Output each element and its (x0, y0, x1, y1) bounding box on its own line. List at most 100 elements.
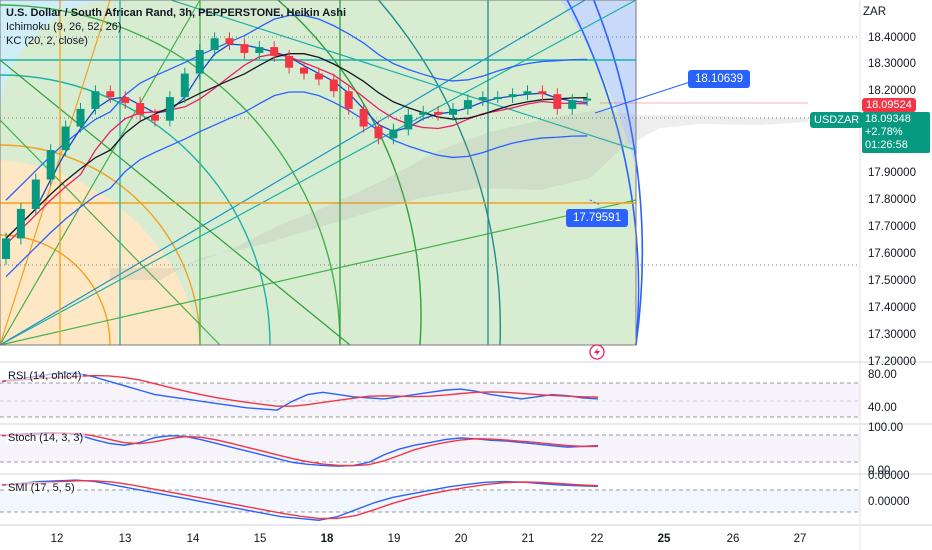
smi-label[interactable]: SMI (17, 5, 5) (6, 482, 77, 494)
candle-body (404, 114, 413, 130)
candle-body (2, 238, 10, 259)
time-tick-label: 15 (254, 533, 267, 545)
gann-ray-2 (0, 0, 201, 346)
price-tick-label: 18.20000 (868, 85, 916, 97)
kc-basis (5, 53, 588, 239)
smi-signal-line (1, 480, 599, 520)
time-tick-label: 12 (51, 533, 64, 545)
symbol-title[interactable]: U.S. Dollar / South African Rand, 3h, PE… (6, 7, 347, 19)
gann-arc-6 (377, 0, 502, 346)
candle-body (16, 208, 25, 239)
gann-arc-zone-orange (0, 160, 200, 345)
moving-average-lines (5, 43, 588, 245)
trendline[interactable] (594, 81, 691, 114)
candle-body (508, 94, 517, 98)
gann-ray-8 (0, 0, 587, 346)
price-tick-label: 17.80000 (868, 194, 916, 206)
indicator-tick-label: 80.00 (868, 369, 897, 381)
candle-body (300, 67, 308, 74)
time-axis[interactable]: 12 13 14 15 18 19 20 21 22 25 26 27 (51, 533, 807, 545)
price-tick-label: 17.50000 (868, 275, 916, 287)
candle-body (195, 50, 204, 74)
candle-body (91, 91, 100, 109)
candle-body (76, 108, 85, 127)
candle-body (225, 38, 234, 45)
rsi-band (0, 383, 860, 417)
stoch-band (0, 435, 860, 462)
price-tick-label: 17.60000 (868, 248, 916, 260)
time-tick-label: 13 (119, 533, 132, 545)
candle-body (106, 91, 115, 98)
candle-body (553, 94, 562, 109)
last-price-box: 18.09348 +2.78% 01:26:58 (862, 112, 930, 153)
kc-lower (5, 91, 588, 278)
kc-upper (5, 14, 588, 201)
time-tick-label: 18 (321, 533, 334, 545)
smi-lines (1, 479, 599, 521)
candle-body (389, 129, 398, 139)
indicator-tick-label: 0.00000 (868, 470, 910, 482)
time-tick-label: 26 (727, 533, 740, 545)
candle-body (180, 73, 189, 98)
candle-body (240, 44, 249, 53)
gann-ray-7 (169, 0, 637, 151)
gann-ray-4 (0, 199, 637, 346)
current-price-tag: 18.09524 (862, 98, 916, 112)
gann-arc-4 (0, 4, 341, 346)
candle-body (255, 47, 264, 53)
candle-body (568, 100, 577, 109)
gann-arc-zone-cyan (0, 0, 120, 120)
lower-trendline[interactable] (589, 199, 601, 206)
price-tick-label: 17.90000 (868, 167, 916, 179)
candle-body (359, 108, 368, 127)
gann-arc-3 (0, 74, 271, 346)
rsi-lines (1, 371, 599, 411)
price-change: +2.78% (865, 126, 903, 138)
ichimoku-legend[interactable]: Ichimoku (9, 26, 52, 26) (6, 21, 122, 33)
kc-legend[interactable]: KC (20, 2, close) (6, 35, 88, 47)
candle-body (210, 38, 219, 51)
candle-body (285, 55, 294, 68)
time-tick-label: 19 (388, 533, 401, 545)
indicator-tick-label: 0.00 (868, 465, 890, 477)
annotation-upper[interactable]: 18.10639 (688, 70, 750, 88)
candle-body (434, 111, 443, 115)
price-tick-label: 17.20000 (868, 356, 916, 368)
last-price: 18.09348 (865, 113, 911, 125)
currency-label: ZAR (863, 6, 886, 18)
price-tick-label: 17.70000 (868, 221, 916, 233)
gann-arc-8 (592, 0, 644, 346)
candle-body (329, 79, 338, 92)
stoch-lines (1, 431, 599, 467)
time-tick-label: 14 (187, 533, 200, 545)
price-tick-label: 18.30000 (868, 58, 916, 70)
rsi-line (1, 371, 599, 411)
tenkan-line (5, 43, 588, 239)
candle-body (165, 97, 174, 121)
candle-body (493, 97, 502, 100)
gann-ray-1b (0, 0, 587, 346)
candle-body (61, 126, 70, 151)
indicator-tick-label: 40.00 (868, 402, 897, 414)
price-tick-label: 17.30000 (868, 329, 916, 341)
candle-body (538, 91, 547, 95)
candle-body (419, 111, 428, 115)
lightning-icon[interactable] (589, 344, 605, 360)
gann-arc-zone-blue (560, 0, 636, 345)
time-tick-label: 22 (591, 533, 604, 545)
price-tick-label: 17.40000 (868, 302, 916, 314)
chart-legend: U.S. Dollar / South African Rand, 3h, PE… (6, 6, 346, 48)
ichimoku-cloud (110, 102, 808, 280)
rsi-label[interactable]: RSI (14, ohlc4) (6, 370, 84, 382)
price-axis[interactable]: 18.40000 18.30000 18.20000 17.90000 17.80000… (868, 32, 916, 368)
gann-box-border (0, 0, 637, 346)
annotation-lower[interactable]: 17.79591 (566, 209, 628, 227)
indicator-tick-label: 0.00000 (868, 496, 910, 508)
candles (2, 32, 592, 265)
stoch-label[interactable]: Stoch (14, 3, 3) (6, 432, 86, 444)
rsi-ma-line (1, 374, 599, 407)
indicator-tick-label: 100.00 (868, 422, 903, 434)
time-tick-label: 20 (455, 533, 468, 545)
